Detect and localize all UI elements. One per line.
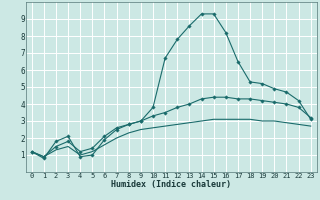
- X-axis label: Humidex (Indice chaleur): Humidex (Indice chaleur): [111, 180, 231, 189]
